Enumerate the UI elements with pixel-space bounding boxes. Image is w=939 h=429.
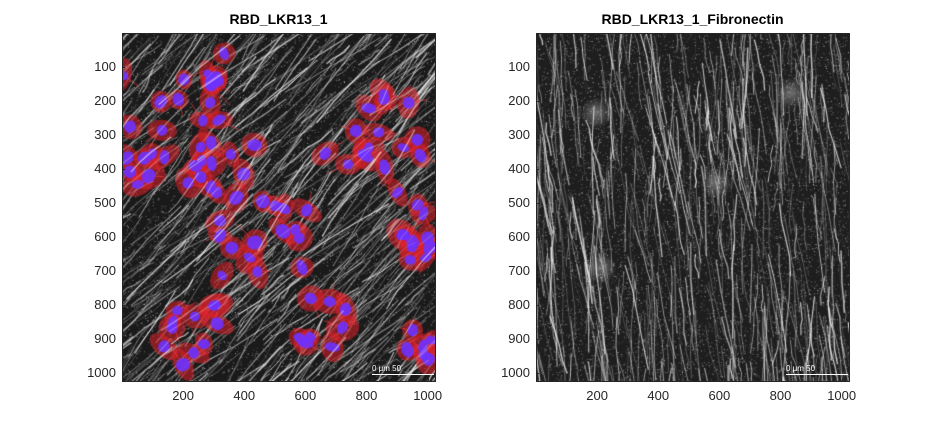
right-y-tick-mark bbox=[536, 372, 539, 374]
right-y-tick-label: 400 bbox=[508, 160, 530, 176]
right-x-tick-mark bbox=[597, 378, 599, 381]
right-x-tick-mark bbox=[658, 378, 660, 381]
right-y-tick-mark bbox=[536, 168, 539, 170]
left-y-tick-label: 100 bbox=[94, 58, 116, 74]
right-panel-title: RBD_LKR13_1_Fibronectin bbox=[601, 11, 784, 27]
left-y-tick-mark bbox=[122, 338, 125, 340]
right-x-tick-label: 400 bbox=[647, 388, 670, 403]
left-micrograph-image: 0 μm 50 bbox=[122, 33, 435, 381]
left-y-tick-mark bbox=[122, 202, 125, 204]
left-y-tick-mark bbox=[122, 134, 125, 136]
right-x-tick-label: 200 bbox=[586, 388, 608, 403]
right-y-tick-label: 500 bbox=[508, 194, 530, 210]
left-y-tick-mark bbox=[122, 270, 125, 272]
right-y-tick-mark bbox=[536, 66, 539, 68]
right-x-tick-label: 800 bbox=[769, 388, 792, 403]
right-y-tick-label: 900 bbox=[508, 330, 530, 346]
left-y-tick-label: 600 bbox=[94, 228, 116, 244]
left-y-tick-mark bbox=[122, 66, 125, 68]
left-x-tick-label: 400 bbox=[233, 388, 256, 403]
left-scale-bar bbox=[372, 374, 434, 375]
right-y-tick-label: 100 bbox=[508, 58, 530, 74]
right-x-tick-mark bbox=[780, 378, 782, 381]
right-y-tick-mark bbox=[536, 338, 539, 340]
left-y-tick-mark bbox=[122, 372, 125, 374]
right-y-tick-label: 800 bbox=[508, 296, 530, 312]
right-micrograph-image: 0 μm 50 bbox=[536, 33, 849, 381]
right-scale-bar-label: 0 μm 50 bbox=[786, 364, 816, 373]
left-y-tick-label: 900 bbox=[94, 330, 116, 346]
left-y-tick-label: 800 bbox=[94, 296, 116, 312]
right-x-tick-mark bbox=[719, 378, 721, 381]
left-x-tick-mark bbox=[244, 378, 246, 381]
right-y-tick-mark bbox=[536, 202, 539, 204]
left-panel-title: RBD_LKR13_1 bbox=[229, 11, 328, 27]
left-y-tick-label: 300 bbox=[94, 126, 116, 142]
right-x-tick-label: 600 bbox=[708, 388, 731, 403]
left-x-tick-mark bbox=[427, 378, 429, 381]
right-y-tick-label: 700 bbox=[508, 262, 530, 278]
left-scale-bar-label: 0 μm 50 bbox=[372, 364, 402, 373]
left-y-tick-label: 500 bbox=[94, 194, 116, 210]
right-y-tick-label: 600 bbox=[508, 228, 530, 244]
right-y-tick-label: 200 bbox=[508, 92, 530, 108]
left-y-tick-label: 200 bbox=[94, 92, 116, 108]
left-y-tick-mark bbox=[122, 168, 125, 170]
right-y-tick-mark bbox=[536, 270, 539, 272]
left-x-tick-mark bbox=[305, 378, 307, 381]
right-y-tick-mark bbox=[536, 236, 539, 238]
left-x-tick-label: 600 bbox=[294, 388, 317, 403]
left-y-tick-label: 400 bbox=[94, 160, 116, 176]
right-x-tick-label: 1000 bbox=[827, 388, 857, 403]
left-y-tick-mark bbox=[122, 100, 125, 102]
left-x-tick-label: 200 bbox=[172, 388, 194, 403]
left-x-tick-label: 800 bbox=[355, 388, 378, 403]
left-y-tick-mark bbox=[122, 236, 125, 238]
right-y-tick-mark bbox=[536, 134, 539, 136]
left-y-tick-label: 700 bbox=[94, 262, 116, 278]
left-x-tick-mark bbox=[366, 378, 368, 381]
right-y-tick-mark bbox=[536, 100, 539, 102]
right-x-tick-mark bbox=[841, 378, 843, 381]
left-x-tick-label: 1000 bbox=[413, 388, 443, 403]
right-scale-bar bbox=[786, 374, 848, 375]
left-x-tick-mark bbox=[183, 378, 185, 381]
right-y-tick-mark bbox=[536, 304, 539, 306]
left-y-tick-label: 1000 bbox=[87, 364, 116, 380]
right-y-tick-label: 1000 bbox=[501, 364, 530, 380]
left-y-tick-mark bbox=[122, 304, 125, 306]
right-y-tick-label: 300 bbox=[508, 126, 530, 142]
